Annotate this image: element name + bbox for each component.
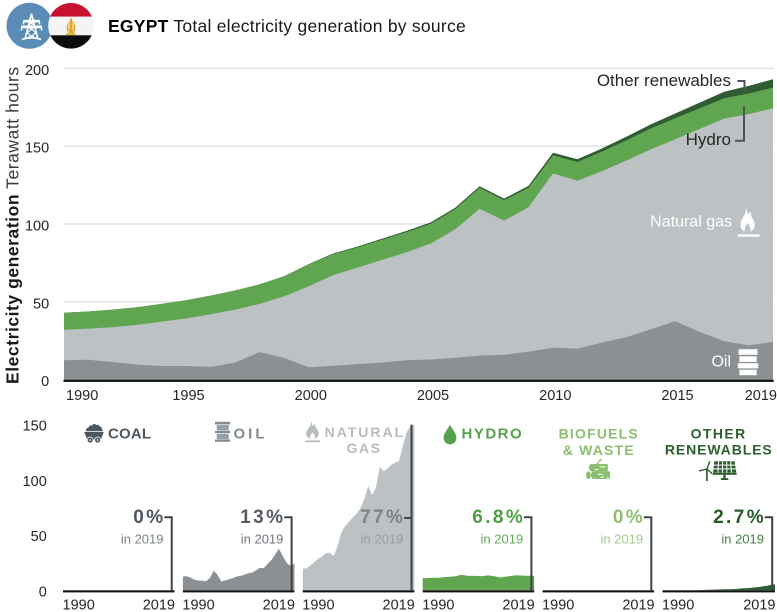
svg-text:in 2019: in 2019 bbox=[241, 531, 284, 546]
svg-text:77%: 77% bbox=[360, 507, 405, 528]
svg-text:2005: 2005 bbox=[417, 388, 449, 404]
svg-text:2019: 2019 bbox=[743, 598, 775, 612]
svg-text:NATURAL: NATURAL bbox=[325, 424, 406, 440]
svg-text:13%: 13% bbox=[240, 507, 285, 528]
svg-text:in 2019: in 2019 bbox=[481, 531, 524, 546]
svg-text:1995: 1995 bbox=[172, 388, 204, 404]
svg-text:Other renewables: Other renewables bbox=[597, 71, 731, 90]
svg-text:COAL: COAL bbox=[108, 425, 151, 442]
svg-text:1990: 1990 bbox=[302, 598, 334, 612]
svg-text:200: 200 bbox=[25, 63, 49, 79]
svg-text:& WASTE: & WASTE bbox=[563, 442, 635, 458]
svg-text:1990: 1990 bbox=[182, 598, 214, 612]
svg-text:in 2019: in 2019 bbox=[600, 531, 643, 546]
svg-text:0: 0 bbox=[41, 374, 49, 390]
svg-text:2015: 2015 bbox=[661, 388, 693, 404]
svg-text:2019: 2019 bbox=[502, 598, 534, 612]
svg-text:100: 100 bbox=[23, 474, 47, 490]
svg-text:2010: 2010 bbox=[539, 388, 571, 404]
svg-text:HYDRO: HYDRO bbox=[462, 425, 524, 442]
svg-text:50: 50 bbox=[31, 529, 47, 545]
svg-text:2.7%: 2.7% bbox=[713, 507, 766, 528]
svg-text:in 2019: in 2019 bbox=[721, 531, 764, 546]
svg-text:Oil: Oil bbox=[711, 354, 731, 371]
svg-text:OTHER: OTHER bbox=[691, 425, 747, 441]
svg-text:150: 150 bbox=[23, 419, 47, 435]
svg-text:EGYPT Total electricity genera: EGYPT Total electricity generation by so… bbox=[108, 16, 466, 36]
svg-text:Hydro: Hydro bbox=[686, 130, 731, 149]
svg-text:2019: 2019 bbox=[745, 388, 777, 404]
svg-text:2000: 2000 bbox=[295, 388, 327, 404]
svg-text:1990: 1990 bbox=[63, 598, 95, 612]
svg-text:0%: 0% bbox=[133, 507, 165, 528]
svg-text:0: 0 bbox=[39, 584, 47, 600]
svg-text:0%: 0% bbox=[613, 507, 645, 528]
svg-text:150: 150 bbox=[25, 141, 49, 157]
svg-text:2019: 2019 bbox=[383, 598, 415, 612]
svg-text:100: 100 bbox=[25, 219, 49, 235]
svg-text:Electricity generation Terawat: Electricity generation Terawatt hours bbox=[3, 66, 23, 384]
svg-text:1990: 1990 bbox=[66, 388, 98, 404]
svg-text:in 2019: in 2019 bbox=[361, 531, 404, 546]
svg-text:BIOFUELS: BIOFUELS bbox=[559, 425, 639, 441]
svg-text:2019: 2019 bbox=[263, 598, 295, 612]
svg-text:50: 50 bbox=[33, 296, 49, 312]
svg-text:2019: 2019 bbox=[143, 598, 175, 612]
svg-text:1990: 1990 bbox=[542, 598, 574, 612]
svg-text:Natural gas: Natural gas bbox=[650, 214, 732, 231]
svg-text:OIL: OIL bbox=[234, 425, 268, 442]
svg-text:RENEWABLES: RENEWABLES bbox=[665, 441, 773, 457]
svg-text:1990: 1990 bbox=[422, 598, 454, 612]
svg-text:GAS: GAS bbox=[347, 440, 382, 456]
svg-text:6.8%: 6.8% bbox=[472, 507, 525, 528]
svg-text:in 2019: in 2019 bbox=[121, 531, 164, 546]
svg-text:2019: 2019 bbox=[622, 598, 654, 612]
svg-text:1990: 1990 bbox=[662, 598, 694, 612]
